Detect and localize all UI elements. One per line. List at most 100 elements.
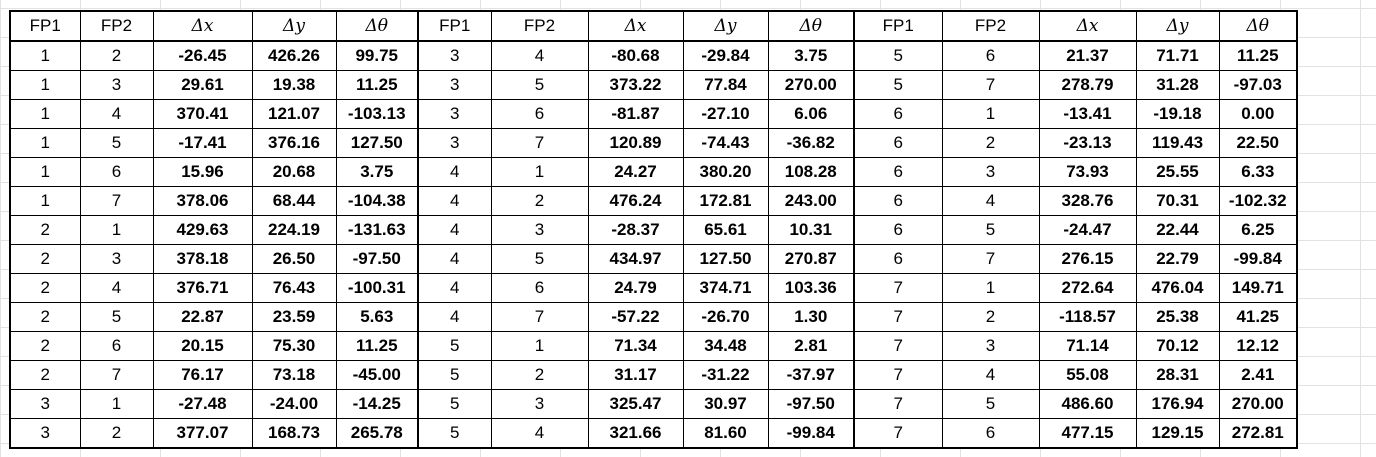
table-cell[interactable]: 76.43 [251,273,337,303]
table-cell[interactable]: 6 [853,128,943,158]
table-cell[interactable]: 4 [941,186,1040,216]
table-cell[interactable]: 476.24 [587,186,684,216]
column-header[interactable]: FP2 [941,10,1040,42]
table-cell[interactable]: 6.33 [1218,157,1298,187]
table-cell[interactable]: 4 [79,99,154,129]
table-cell[interactable]: 265.78 [335,418,419,449]
table-cell[interactable]: 7 [853,302,943,332]
table-cell[interactable]: 25.38 [1135,302,1220,332]
column-header[interactable]: FP2 [490,10,589,42]
table-cell[interactable]: 6 [853,215,943,245]
table-cell[interactable]: -80.68 [587,40,684,71]
table-cell[interactable]: 2 [941,302,1040,332]
table-cell[interactable]: 3 [941,331,1040,361]
table-cell[interactable]: 6 [853,157,943,187]
table-cell[interactable]: -31.22 [682,360,769,390]
table-cell[interactable]: 7 [853,360,943,390]
table-cell[interactable]: -97.50 [767,389,855,419]
table-cell[interactable]: 476.04 [1135,273,1220,303]
table-cell[interactable]: 3 [417,70,492,100]
table-cell[interactable]: 378.06 [152,186,253,216]
table-cell[interactable]: -14.25 [335,389,419,419]
table-cell[interactable]: -26.45 [152,40,253,71]
table-cell[interactable]: 10.31 [767,215,855,245]
table-cell[interactable]: 7 [853,389,943,419]
table-cell[interactable]: 20.15 [152,331,253,361]
table-cell[interactable]: 3 [9,418,81,449]
table-cell[interactable]: 5 [853,40,943,71]
table-cell[interactable]: 374.71 [682,273,769,303]
table-cell[interactable]: 328.76 [1038,186,1137,216]
table-cell[interactable]: 77.84 [682,70,769,100]
table-cell[interactable]: 1 [490,331,589,361]
table-cell[interactable]: 3.75 [767,40,855,71]
table-cell[interactable]: 5 [79,302,154,332]
table-cell[interactable]: 380.20 [682,157,769,187]
table-cell[interactable]: 1 [9,99,81,129]
table-cell[interactable]: 321.66 [587,418,684,449]
table-cell[interactable]: 81.60 [682,418,769,449]
table-cell[interactable]: 6.06 [767,99,855,129]
table-cell[interactable]: 30.97 [682,389,769,419]
table-cell[interactable]: 7 [79,186,154,216]
column-header[interactable]: Δy [251,10,337,42]
table-cell[interactable]: 378.18 [152,244,253,274]
table-cell[interactable]: 7 [941,244,1040,274]
table-cell[interactable]: 6 [941,40,1040,71]
table-cell[interactable]: 2 [9,244,81,274]
column-header[interactable]: Δy [1135,10,1220,42]
table-cell[interactable]: 22.79 [1135,244,1220,274]
table-cell[interactable]: 2 [9,302,81,332]
table-cell[interactable]: 5 [941,215,1040,245]
table-cell[interactable]: 3 [9,389,81,419]
table-cell[interactable]: 477.15 [1038,418,1137,449]
table-cell[interactable]: 3 [417,40,492,71]
table-cell[interactable]: 278.79 [1038,70,1137,100]
table-cell[interactable]: 1 [9,40,81,71]
column-header[interactable]: Δθ [335,10,419,42]
table-cell[interactable]: -19.18 [1135,99,1220,129]
table-cell[interactable]: 26.50 [251,244,337,274]
table-cell[interactable]: 3 [490,389,589,419]
table-cell[interactable]: 176.94 [1135,389,1220,419]
table-cell[interactable]: 7 [490,302,589,332]
table-cell[interactable]: 55.08 [1038,360,1137,390]
column-header[interactable]: Δy [682,10,769,42]
table-cell[interactable]: 5 [79,128,154,158]
table-cell[interactable]: 377.07 [152,418,253,449]
table-cell[interactable]: 3 [79,244,154,274]
table-cell[interactable]: -17.41 [152,128,253,158]
table-cell[interactable]: 2 [9,215,81,245]
table-cell[interactable]: 5 [941,389,1040,419]
table-cell[interactable]: 24.79 [587,273,684,303]
table-cell[interactable]: -29.84 [682,40,769,71]
table-cell[interactable]: 70.12 [1135,331,1220,361]
table-cell[interactable]: 127.50 [682,244,769,274]
table-cell[interactable]: -102.32 [1218,186,1298,216]
table-cell[interactable]: 121.07 [251,99,337,129]
table-cell[interactable]: 168.73 [251,418,337,449]
table-cell[interactable]: 2.41 [1218,360,1298,390]
table-cell[interactable]: -103.13 [335,99,419,129]
column-header[interactable]: FP1 [417,10,492,42]
table-cell[interactable]: 7 [490,128,589,158]
column-header[interactable]: Δx [1038,10,1137,42]
table-cell[interactable]: -24.47 [1038,215,1137,245]
table-cell[interactable]: 75.30 [251,331,337,361]
table-cell[interactable]: 28.31 [1135,360,1220,390]
table-cell[interactable]: 2 [9,360,81,390]
table-cell[interactable]: 6 [853,99,943,129]
table-cell[interactable]: 1 [9,128,81,158]
table-cell[interactable]: 4 [417,302,492,332]
table-cell[interactable]: 127.50 [335,128,419,158]
table-cell[interactable]: -57.22 [587,302,684,332]
table-cell[interactable]: 3 [417,99,492,129]
table-cell[interactable]: 3 [490,215,589,245]
table-cell[interactable]: -131.63 [335,215,419,245]
column-header[interactable]: Δx [587,10,684,42]
table-cell[interactable]: 29.61 [152,70,253,100]
column-header[interactable]: FP1 [9,10,81,42]
column-header[interactable]: FP1 [853,10,943,42]
table-cell[interactable]: 6 [490,99,589,129]
table-cell[interactable]: 370.41 [152,99,253,129]
